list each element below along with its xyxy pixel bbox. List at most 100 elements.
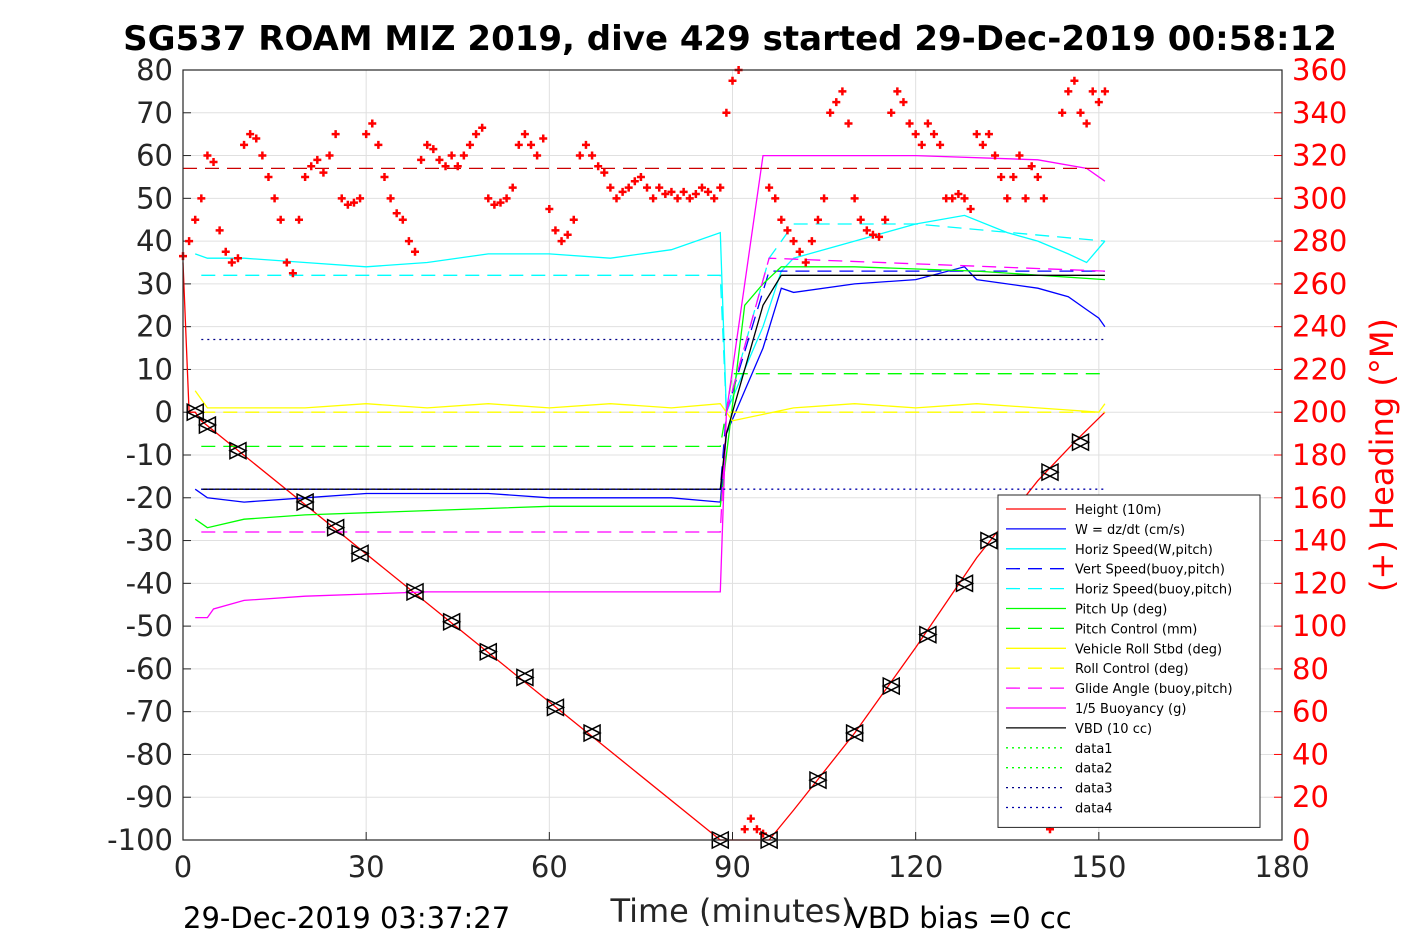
x-axis-label: Time (minutes) (610, 892, 854, 930)
heading-point (844, 119, 853, 128)
series-line-11 (201, 274, 1105, 490)
heading-point (465, 140, 474, 149)
heading-point (691, 190, 700, 199)
heading-point (368, 119, 377, 128)
heading-point (1039, 194, 1048, 203)
heading-point (1064, 87, 1073, 96)
heading-point (673, 194, 682, 203)
depth-marker-left (1040, 462, 1059, 482)
heading-point (203, 151, 212, 160)
right-tick-label: 260 (1292, 267, 1347, 301)
heading-point (710, 194, 719, 203)
depth-marker-right (583, 723, 602, 743)
heading-point (978, 140, 987, 149)
right-tick-label: 280 (1292, 224, 1347, 258)
heading-point (380, 172, 389, 181)
heading-point (539, 134, 548, 143)
right-axis-label: (+) Heading (°M) (1363, 318, 1401, 592)
heading-point (496, 198, 505, 207)
heading-point (771, 194, 780, 203)
plot-area (179, 66, 1109, 850)
right-tick-label: 180 (1292, 438, 1347, 472)
legend-entry-6: Pitch Control (mm) (1075, 622, 1197, 637)
right-tick-label: 80 (1292, 652, 1329, 686)
heading-point (252, 134, 261, 143)
heading-point (1015, 151, 1024, 160)
heading-point (313, 155, 322, 164)
heading-point (246, 130, 255, 139)
legend-entry-12: data1 (1075, 742, 1113, 757)
right-tick-label: 40 (1292, 737, 1329, 771)
heading-point (850, 194, 859, 203)
heading-point (240, 140, 249, 149)
depth-marker-right (1071, 432, 1091, 452)
heading-point (417, 155, 426, 164)
legend-entry-9: Glide Angle (buoy,pitch) (1075, 682, 1233, 697)
heading-point (197, 194, 206, 203)
heading-point (233, 254, 242, 263)
x-tick-label: 180 (1254, 850, 1309, 884)
heading-point (649, 194, 658, 203)
depth-marker-right (955, 574, 975, 593)
series-line-2 (194, 214, 1106, 413)
footer-timestamp: 29-Dec-2019 03:37:27 (183, 901, 510, 935)
y-tick-label: 0 (155, 395, 173, 429)
legend-entry-1: W = dz/dt (cm/s) (1075, 523, 1185, 538)
heading-point (325, 151, 334, 160)
chart-title: SG537 ROAM MIZ 2019, dive 429 started 29… (123, 19, 1337, 59)
heading-point (386, 194, 395, 203)
right-tick-label: 200 (1292, 395, 1347, 429)
heading-point (478, 123, 487, 132)
ticks: 0 30 60 90 120 150 180-100-90-80-70-60-50-40-3… (107, 53, 1347, 884)
heading-point (362, 130, 371, 139)
depth-marker-right (296, 492, 315, 512)
plot-frame (182, 69, 1283, 841)
series-line-0 (182, 262, 1106, 841)
heading-point (472, 130, 481, 139)
right-tick-label: 60 (1292, 695, 1329, 729)
heading-point (722, 108, 731, 117)
depth-marker-right (919, 625, 938, 644)
series-line-6 (201, 373, 1105, 448)
heading-point (991, 151, 1000, 160)
heading-point (392, 209, 401, 218)
heading-point (563, 230, 572, 239)
right-tick-label: 340 (1292, 96, 1347, 130)
depth-marker-right (516, 668, 535, 687)
right-tick-label: 300 (1292, 181, 1347, 215)
heading-point (783, 226, 792, 235)
heading-point (349, 198, 358, 207)
right-tick-label: 320 (1292, 139, 1347, 173)
heading-point (618, 187, 627, 196)
heading-point (557, 237, 566, 246)
legend-entry-0: Height (10m) (1075, 503, 1161, 518)
legend-entry-11: VBD (10 cc) (1075, 722, 1152, 737)
legend-entry-7: Vehicle Roll Stbd (deg) (1075, 642, 1222, 657)
heading-point (1003, 194, 1012, 203)
series-line-9 (201, 257, 1105, 533)
y-tick-label: 20 (136, 310, 173, 344)
heading-point (527, 140, 536, 149)
heading-point (508, 183, 517, 192)
heading-point (441, 162, 450, 171)
heading-point (1070, 76, 1079, 85)
heading-point (923, 119, 932, 128)
heading-point (966, 205, 975, 214)
y-tick-label: -90 (126, 780, 173, 814)
y-tick-label: 10 (136, 352, 173, 386)
x-tick-label: 120 (888, 850, 943, 884)
heading-point (185, 237, 194, 246)
heading-point (856, 215, 865, 224)
heading-point (490, 200, 499, 209)
heading-point (661, 190, 670, 199)
heading-point (435, 155, 444, 164)
heading-point (588, 151, 597, 160)
heading-point (545, 205, 554, 214)
legend-entry-15: data4 (1075, 802, 1113, 817)
right-tick-label: 240 (1292, 310, 1347, 344)
heading-point (1058, 108, 1067, 117)
heading-point (533, 151, 542, 160)
heading-point (1100, 87, 1109, 96)
heading-point (594, 162, 603, 171)
